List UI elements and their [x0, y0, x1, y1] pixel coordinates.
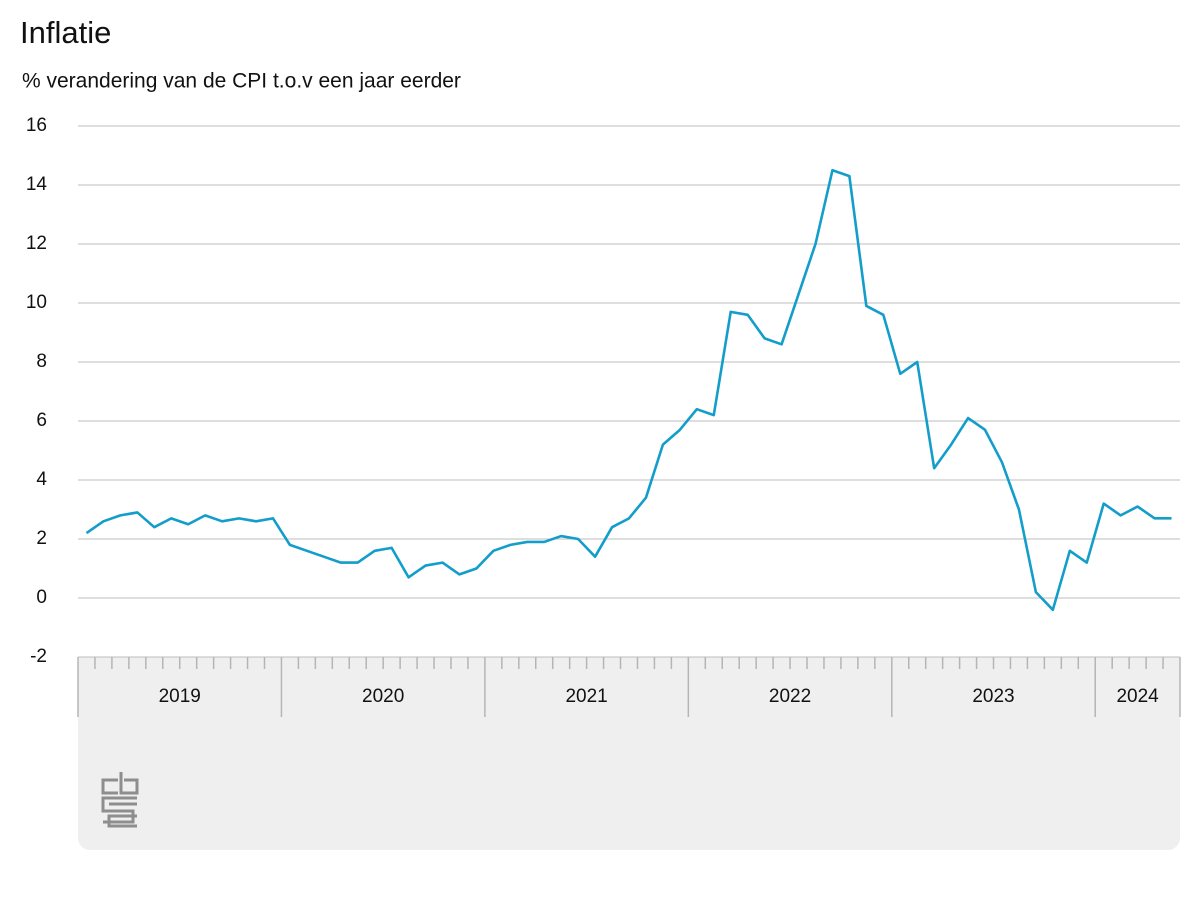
x-group-label: 2023	[972, 686, 1014, 707]
chart-title: Inflatie	[20, 15, 111, 50]
axis-panel	[78, 657, 1180, 850]
y-tick-label: 16	[26, 115, 47, 136]
line-series	[85, 168, 1172, 612]
cbs-logo	[101, 772, 139, 828]
y-tick-label: 6	[36, 410, 47, 431]
x-group-label: 2022	[769, 686, 811, 707]
chart-subtitle: % verandering van de CPI t.o.v een jaar …	[22, 70, 461, 93]
y-tick-label: -2	[30, 646, 47, 667]
x-group-label: 2020	[362, 686, 404, 707]
x-group-label: 2021	[565, 686, 607, 707]
y-tick-label: 2	[36, 528, 47, 549]
y-tick-label: 12	[26, 233, 47, 254]
x-group-label: 2019	[159, 686, 201, 707]
y-tick-label: 14	[26, 174, 48, 195]
x-group-label: 2024	[1116, 686, 1159, 707]
y-tick-label: 4	[36, 469, 47, 490]
y-tick-label: 0	[36, 587, 47, 608]
y-tick-label: 10	[26, 292, 47, 313]
y-tick-label: 8	[36, 351, 47, 372]
